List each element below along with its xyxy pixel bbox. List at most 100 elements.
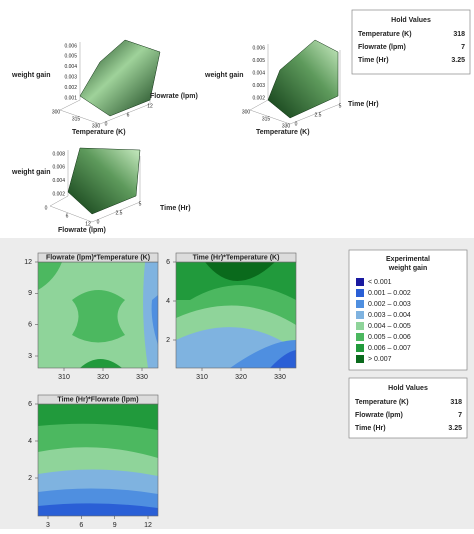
hold-values-top: Hold Values Temperature (K) 318 Flowrate (l… xyxy=(358,17,465,64)
y-tick-label: 0 xyxy=(295,121,298,127)
x-tick-label: 6 xyxy=(66,213,69,219)
z-tick-label: 0.004 xyxy=(52,178,65,184)
z-axis-label: weight gain xyxy=(11,72,51,79)
y-axis-label: Time (Hr) xyxy=(160,205,191,212)
y-tick-label: 0 xyxy=(97,219,100,225)
legend-box xyxy=(348,249,468,371)
z-tick-label: 0.005 xyxy=(64,54,77,60)
z-tick-label: 0.003 xyxy=(252,83,265,89)
x-tick-label: 320 xyxy=(235,374,247,381)
z-tick-label: 0.006 xyxy=(252,45,265,51)
contour-title-strip xyxy=(175,252,297,263)
contour-labels: Flowrate (lpm)*Temperature (K) 310 320 330 3… xyxy=(24,252,297,529)
hold-values-bottom: Hold Values Temperature (K) 318 Flowrate (l… xyxy=(355,385,462,432)
contour-title: Time (Hr)*Temperature (K) xyxy=(193,254,280,261)
y-tick-label: 12 xyxy=(24,259,32,266)
contour-title: Flowrate (lpm)*Temperature (K) xyxy=(46,254,150,261)
x-axis-label: Temperature (K) xyxy=(72,129,126,136)
contour-title-strip xyxy=(37,394,159,405)
z-tick-label: 0.002 xyxy=(64,85,77,91)
x-tick-label: 315 xyxy=(72,116,81,122)
hold-value: 318 xyxy=(450,399,462,406)
x-tick-label: 315 xyxy=(262,116,271,122)
hold-name: Time (Hr) xyxy=(358,57,389,64)
hold-value: 318 xyxy=(453,31,465,38)
x-tick-label: 12 xyxy=(85,221,91,227)
legend-label: 0.006 – 0.007 xyxy=(368,345,411,352)
x-tick-label: 330 xyxy=(282,123,291,129)
hold-value: 7 xyxy=(458,412,462,419)
y-tick-label: 6 xyxy=(28,322,32,329)
hold-value: 3.25 xyxy=(448,425,462,432)
y-tick-label: 4 xyxy=(166,298,170,305)
x-tick-label: 310 xyxy=(196,374,208,381)
legend-swatch xyxy=(356,355,364,363)
legend-swatch xyxy=(356,289,364,297)
surface-plot-1 xyxy=(59,39,161,125)
z-tick-label: 0.006 xyxy=(64,43,77,49)
legend-label: 0.002 – 0.003 xyxy=(368,301,411,308)
y-tick-label: 5 xyxy=(339,103,342,109)
contour-title: Time (Hr)*Flowrate (lpm) xyxy=(57,396,138,403)
y-tick-label: 3 xyxy=(28,353,32,360)
legend-label: > 0.007 xyxy=(368,356,392,363)
legend-swatch xyxy=(356,333,364,341)
hold-title: Hold Values xyxy=(388,385,428,392)
legend-swatch xyxy=(356,311,364,319)
y-axis-label: Time (Hr) xyxy=(348,101,379,108)
z-tick-label: 0.001 xyxy=(64,95,77,101)
legend-label: 0.004 – 0.005 xyxy=(368,323,411,330)
y-tick-label: 5 xyxy=(139,201,142,207)
hold-values-box xyxy=(351,9,471,75)
x-tick-label: 330 xyxy=(136,374,148,381)
hold-name: Temperature (K) xyxy=(358,31,412,38)
y-tick-label: 2 xyxy=(166,337,170,344)
x-tick-label: 12 xyxy=(144,522,152,529)
z-tick-label: 0.008 xyxy=(52,151,65,157)
z-tick-label: 0.006 xyxy=(52,165,65,171)
legend-label: < 0.001 xyxy=(368,279,392,286)
hold-title: Hold Values xyxy=(391,17,431,24)
y-tick-label: 6 xyxy=(127,112,130,118)
y-tick-label: 0 xyxy=(105,121,108,127)
contour-title-strip xyxy=(37,252,159,263)
z-tick-label: 0.005 xyxy=(252,58,265,64)
z-tick-label: 0.003 xyxy=(64,75,77,81)
z-tick-label: 0.004 xyxy=(252,70,265,76)
surface-plot-3 xyxy=(49,147,141,223)
x-tick-label: 300 xyxy=(242,109,251,115)
y-tick-label: 2.5 xyxy=(116,210,123,216)
y-tick-label: 2 xyxy=(28,475,32,482)
z-axis-label: weight gain xyxy=(11,169,51,176)
x-tick-label: 6 xyxy=(79,522,83,529)
z-tick-label: 0.004 xyxy=(64,64,77,70)
y-tick-label: 9 xyxy=(28,290,32,297)
x-tick-label: 0 xyxy=(45,205,48,211)
hold-value: 3.25 xyxy=(451,57,465,64)
x-tick-label: 300 xyxy=(52,109,61,115)
hold-value: 7 xyxy=(461,44,465,51)
surface-labels: weight gain0.0060.0050.0040.0030.0020.00… xyxy=(11,43,379,234)
hold-name: Temperature (K) xyxy=(355,399,409,406)
x-axis-label: Flowrate (lpm) xyxy=(58,227,106,234)
hold-name: Flowrate (lpm) xyxy=(358,44,406,51)
x-tick-label: 3 xyxy=(46,522,50,529)
x-tick-label: 330 xyxy=(92,123,101,129)
y-axis-label: Flowrate (lpm) xyxy=(150,93,198,100)
contour-plot-1-fill xyxy=(38,262,158,368)
y-tick-label: 4 xyxy=(28,438,32,445)
x-tick-label: 330 xyxy=(274,374,286,381)
z-tick-label: 0.002 xyxy=(252,95,265,101)
surface-plot-2 xyxy=(249,39,341,125)
legend-title: Experimental xyxy=(386,256,430,263)
legend-label: 0.001 – 0.002 xyxy=(368,290,411,297)
legend-swatch xyxy=(356,344,364,352)
x-axis-label: Temperature (K) xyxy=(256,129,310,136)
hold-name: Flowrate (lpm) xyxy=(355,412,403,419)
x-tick-label: 320 xyxy=(97,374,109,381)
contour-plot-2-fill xyxy=(176,262,296,368)
legend-label: 0.005 – 0.006 xyxy=(368,334,411,341)
legend-label: 0.003 – 0.004 xyxy=(368,312,411,319)
